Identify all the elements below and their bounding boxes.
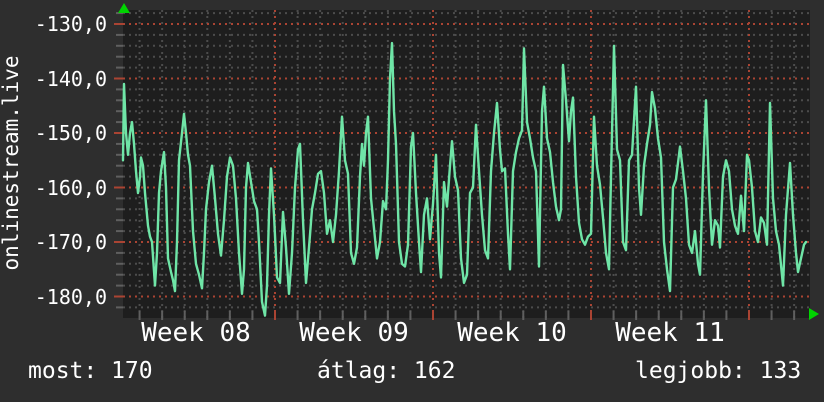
stat-legjobb: legjobb: 133 bbox=[635, 358, 802, 384]
y-axis-label: -160,0 bbox=[34, 175, 107, 200]
stat-atlag: átlag: 162 bbox=[317, 358, 456, 384]
x-axis-week-label: Week 10 bbox=[457, 318, 567, 348]
stat-most: most: 170 bbox=[28, 358, 153, 384]
x-axis-week-label: Week 09 bbox=[299, 318, 409, 348]
x-axis-week-label: Week 11 bbox=[615, 318, 725, 348]
y-axis-arrow-icon bbox=[118, 3, 130, 13]
series-line bbox=[121, 41, 808, 317]
y-axis-label: -150,0 bbox=[34, 121, 107, 145]
x-axis-arrow-icon bbox=[809, 308, 819, 320]
x-axis-week-label: Week 08 bbox=[141, 318, 251, 348]
y-axis-label: -140,0 bbox=[34, 66, 107, 91]
y-axis-label: -180,0 bbox=[34, 284, 107, 309]
y-axis-label: -170,0 bbox=[34, 230, 107, 254]
y-axis-label: -130,0 bbox=[34, 12, 107, 36]
